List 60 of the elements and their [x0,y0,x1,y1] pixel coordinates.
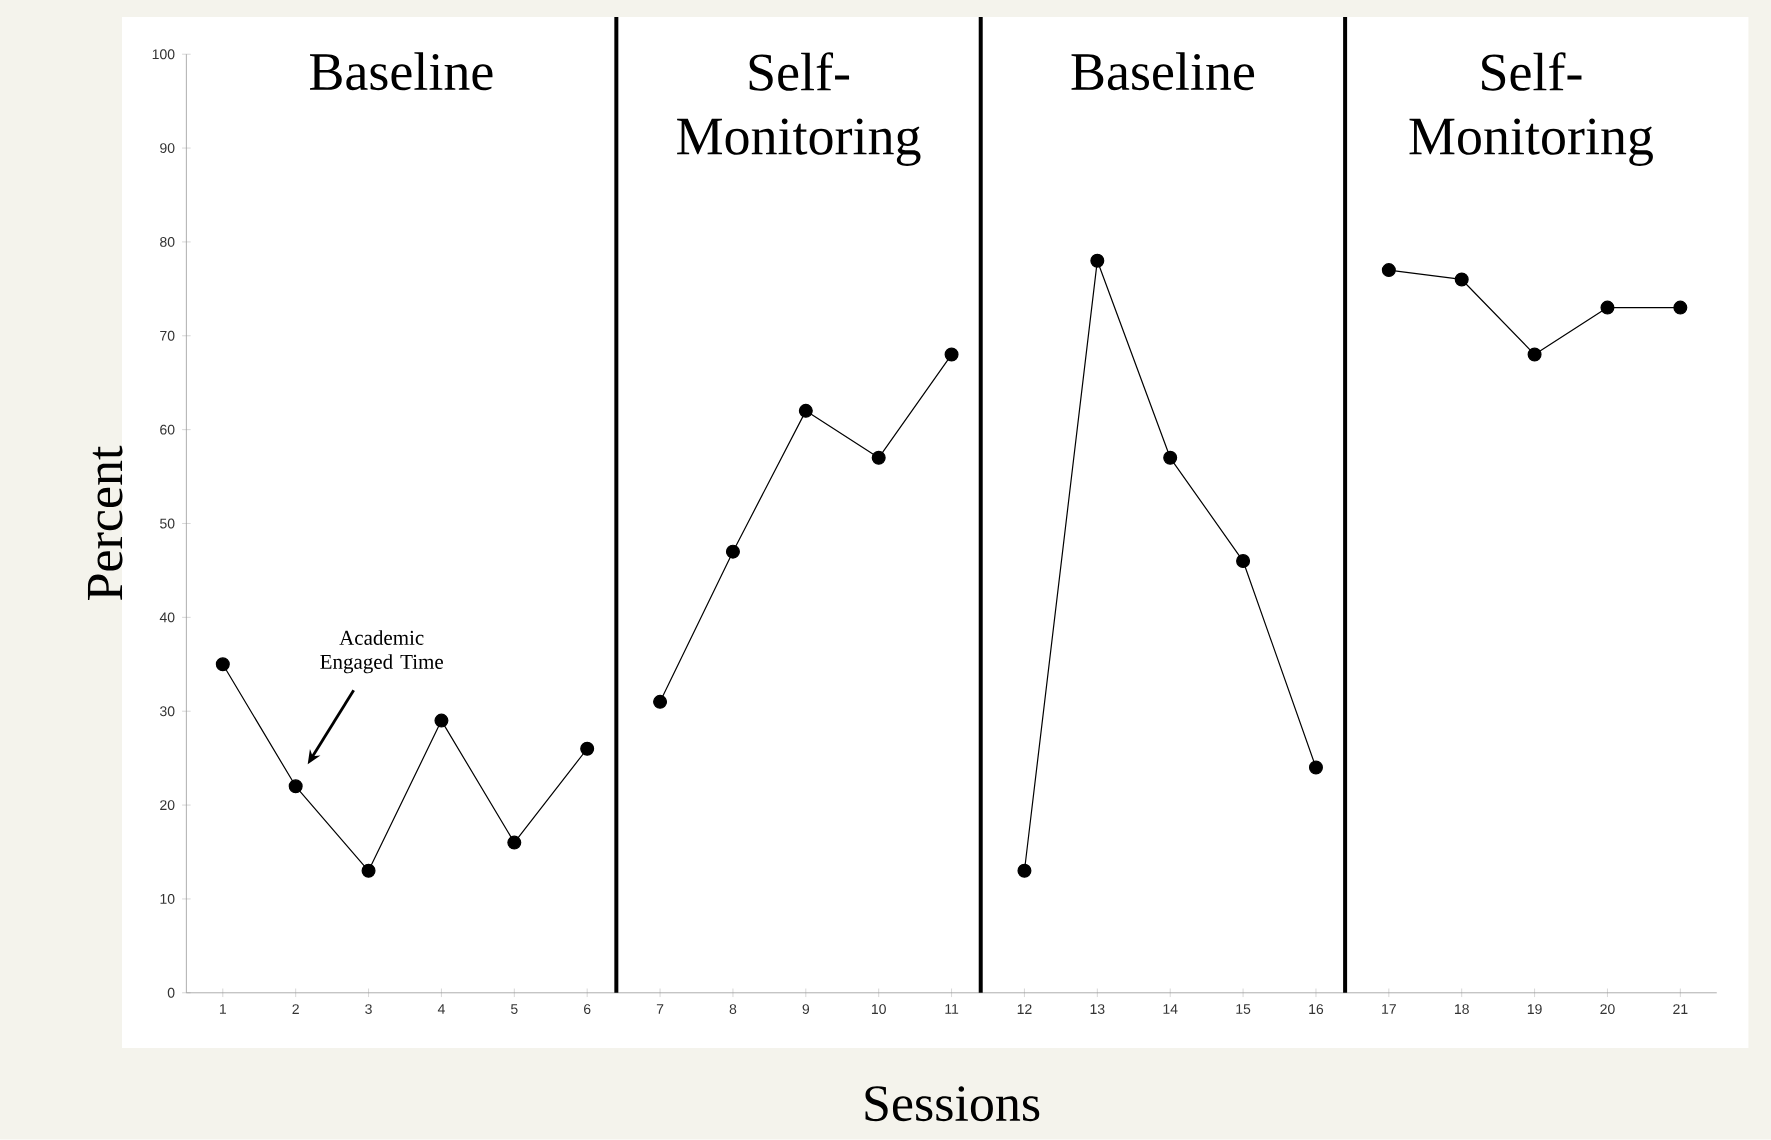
annotation: Academic Engaged Time [320,630,443,674]
x-tick-label: 6 [584,1004,591,1015]
y-tick-label: 70 [160,331,175,341]
point [361,863,376,878]
x-tick-label: 19 [1527,1004,1542,1015]
point [1163,450,1178,465]
x-axis-title: Sessions [865,1086,1040,1122]
x-tick-label: 5 [510,1004,518,1015]
point [507,835,522,850]
x-tick-label: 16 [1309,1004,1324,1015]
x-tick-label: 14 [1163,1004,1178,1014]
point [725,544,740,559]
x-tick-label: 7 [656,1004,664,1014]
point [580,741,595,756]
y-tick-label: 10 [160,894,175,905]
x-tick-label: 10 [871,1004,886,1015]
point [1527,347,1542,362]
y-tick-label: 60 [160,424,175,435]
x-tick-label: 12 [1017,1004,1032,1015]
y-tick-label: 50 [160,518,175,529]
point [653,695,668,710]
y-tick-label: 40 [159,612,175,623]
y-tick-label: 30 [160,706,175,717]
point [1017,863,1032,878]
y-tick-label: 0 [167,988,175,998]
annotation: Self-Monitoring [677,52,921,167]
x-tick-label: 21 [1673,1004,1688,1015]
annotation: Baseline [309,52,493,91]
y-axis-title: Percent [87,446,123,601]
point [871,450,886,465]
x-tick-label: 4 [437,1004,445,1014]
point [1673,300,1688,315]
y-tick-label: 80 [160,237,175,248]
point [215,657,230,672]
point [1381,263,1396,278]
point [1090,253,1105,268]
point [434,713,449,728]
x-tick-label: 1 [219,1004,226,1014]
point [1600,300,1615,315]
x-tick-label: 9 [802,1004,810,1015]
x-tick-label: 20 [1600,1004,1615,1015]
x-tick-label: 17 [1382,1004,1396,1014]
point [1308,760,1323,775]
x-tick-label: 13 [1090,1004,1105,1015]
y-tick-label: 90 [160,143,175,154]
x-tick-label: 2 [292,1004,299,1015]
annotation: Baseline [1071,52,1255,91]
point [944,347,959,362]
x-tick-label: 8 [729,1004,737,1015]
x-tick-label: 18 [1454,1004,1469,1015]
point [1236,554,1251,569]
annotation: Self-Monitoring [1409,52,1653,167]
y-tick-label: 100 [152,49,175,60]
x-tick-label: 11 [945,1004,959,1014]
x-tick-label: 3 [365,1004,372,1015]
point [798,404,813,419]
x-tick-label: 15 [1236,1004,1251,1015]
point [288,779,303,794]
point [1454,272,1469,287]
y-tick-label: 20 [160,800,175,811]
